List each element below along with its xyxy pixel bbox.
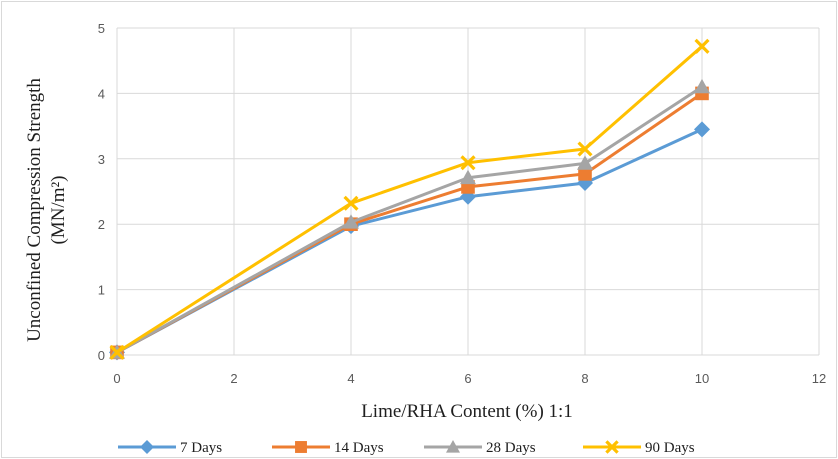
legend-item: 7 Days	[118, 440, 222, 456]
y-tick-label: 1	[98, 283, 105, 298]
data-point-triangle	[460, 169, 476, 185]
data-point-triangle	[446, 440, 460, 453]
x-axis-title: Lime/RHA Content (%) 1:1	[361, 401, 573, 422]
legend-label: 7 Days	[180, 440, 222, 456]
data-point-x	[605, 440, 619, 454]
data-series	[109, 38, 710, 361]
x-tick-label: 2	[230, 371, 237, 386]
x-tick-label: 6	[464, 371, 471, 386]
x-tick-label: 10	[695, 371, 709, 386]
data-point-diamond	[694, 121, 710, 138]
legend-label: 28 Days	[486, 440, 536, 456]
data-point-x	[577, 141, 593, 157]
data-point-triangle	[577, 155, 593, 170]
legend-item: 14 Days	[272, 440, 384, 456]
data-point-diamond	[140, 440, 154, 454]
data-point-square	[578, 167, 592, 181]
y-tick-label: 3	[98, 152, 105, 167]
series-90-days	[109, 38, 710, 360]
data-point-x	[694, 38, 710, 54]
data-point-triangle	[694, 78, 710, 94]
data-point-x	[343, 195, 359, 211]
x-tick-label: 4	[347, 371, 354, 386]
data-point-square	[295, 441, 307, 453]
legend-label: 14 Days	[334, 440, 384, 456]
y-axis-title-line-1: Unconfined Compression Strength	[24, 78, 45, 342]
y-tick-label: 5	[98, 21, 105, 36]
data-point-x	[460, 155, 476, 171]
legend-item: 90 Days	[583, 440, 695, 456]
y-tick-label: 4	[98, 86, 105, 101]
y-axis-title-line-2: (MN/m²)	[48, 175, 69, 244]
data-point-x	[109, 344, 125, 360]
legend-item: 28 Days	[424, 440, 536, 456]
y-tick-label: 2	[98, 217, 105, 232]
legend-label: 90 Days	[645, 440, 695, 456]
x-tick-label: 0	[113, 371, 120, 386]
y-axis-title: Unconfined Compression Strength (MN/m²)	[24, 78, 69, 342]
legend: 7 Days 14 Days 28 Days 90 Days	[118, 440, 695, 456]
data-point-triangle	[343, 214, 359, 229]
x-tick-label: 12	[812, 371, 826, 386]
y-tick-label: 0	[98, 348, 105, 363]
x-tick-label: 8	[581, 371, 588, 386]
